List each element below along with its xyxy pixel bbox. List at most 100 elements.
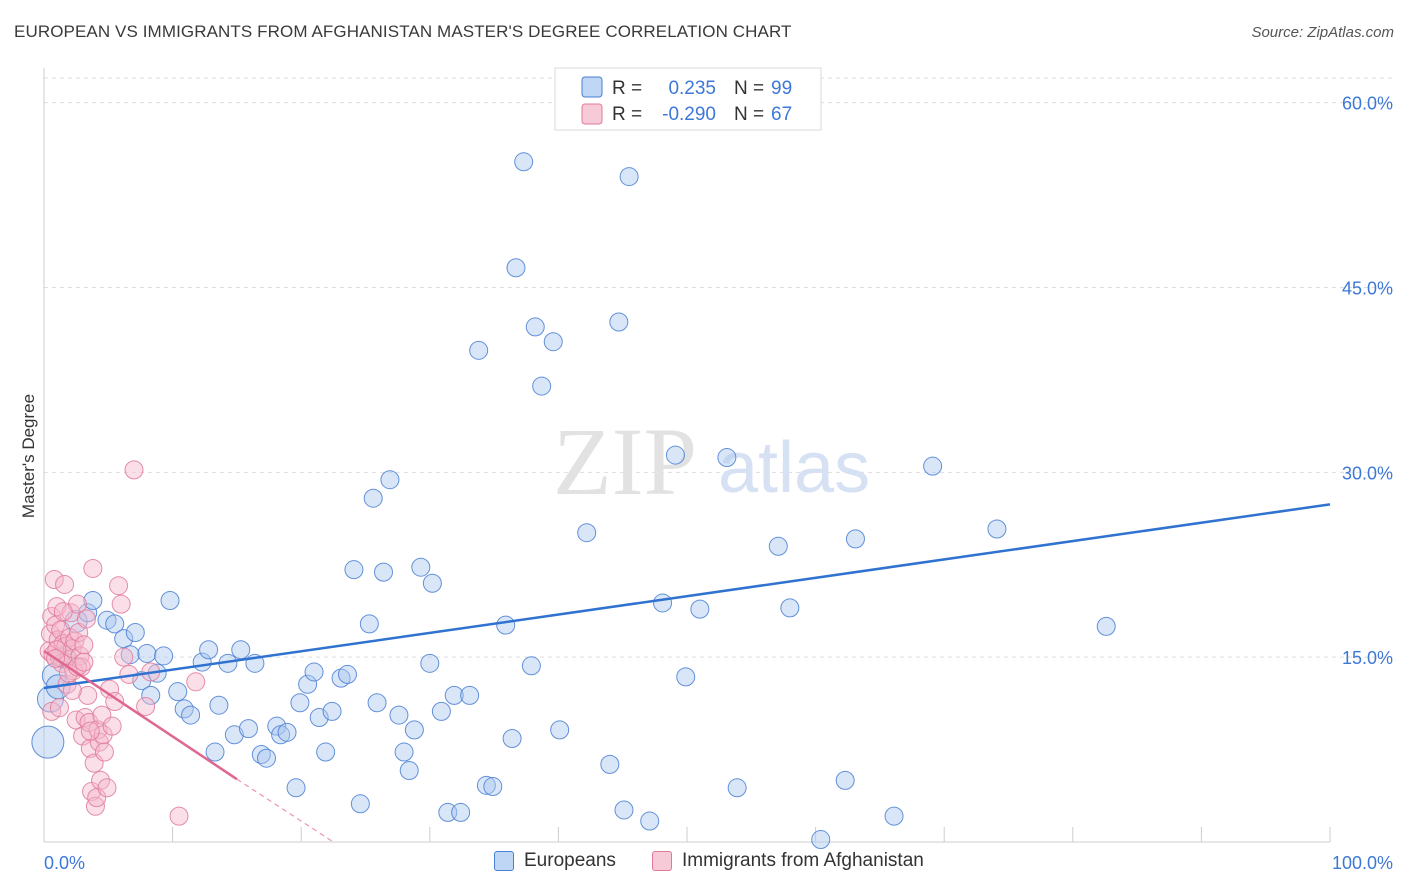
data-point[interactable] — [389, 705, 409, 725]
data-point[interactable] — [496, 615, 516, 635]
data-point[interactable] — [83, 590, 103, 610]
data-point[interactable] — [676, 667, 696, 687]
data-point[interactable] — [451, 802, 471, 822]
data-point[interactable] — [614, 800, 634, 820]
data-point[interactable] — [53, 602, 73, 622]
data-point[interactable] — [506, 258, 526, 278]
data-point[interactable] — [105, 614, 125, 634]
data-point[interactable] — [350, 794, 370, 814]
data-point[interactable] — [141, 685, 161, 705]
data-point[interactable] — [717, 448, 737, 468]
data-point[interactable] — [543, 332, 563, 352]
data-point[interactable] — [532, 376, 552, 396]
data-point[interactable] — [525, 317, 545, 337]
data-point[interactable] — [399, 761, 419, 781]
data-point[interactable] — [105, 692, 125, 712]
data-point[interactable] — [74, 635, 94, 655]
data-point[interactable] — [411, 557, 431, 577]
data-point[interactable] — [665, 445, 685, 465]
data-point[interactable] — [114, 647, 134, 667]
data-point[interactable] — [304, 662, 324, 682]
data-point[interactable] — [91, 770, 111, 790]
data-point[interactable] — [256, 748, 276, 768]
data-point[interactable] — [600, 754, 620, 774]
data-point[interactable] — [298, 674, 318, 694]
data-point[interactable] — [727, 778, 747, 798]
data-point[interactable] — [78, 685, 98, 705]
data-point[interactable] — [811, 830, 831, 850]
data-point[interactable] — [62, 639, 82, 659]
data-point[interactable] — [277, 722, 297, 742]
data-point[interactable] — [251, 745, 271, 765]
data-point[interactable] — [168, 682, 188, 702]
data-point[interactable] — [431, 701, 451, 721]
data-point[interactable] — [109, 576, 129, 596]
data-point[interactable] — [102, 716, 122, 736]
data-point[interactable] — [653, 593, 673, 613]
data-point[interactable] — [47, 597, 67, 617]
data-point[interactable] — [137, 643, 157, 663]
data-point[interactable] — [199, 640, 219, 660]
data-point[interactable] — [322, 701, 342, 721]
data-point[interactable] — [83, 558, 103, 578]
data-point[interactable] — [1096, 616, 1116, 636]
data-point[interactable] — [205, 742, 225, 762]
data-point[interactable] — [62, 680, 82, 700]
data-point[interactable] — [55, 574, 75, 594]
data-point[interactable] — [690, 599, 710, 619]
data-point[interactable] — [768, 536, 788, 556]
data-point[interactable] — [316, 742, 336, 762]
data-point[interactable] — [469, 340, 489, 360]
data-point[interactable] — [577, 523, 597, 543]
data-point[interactable] — [181, 705, 201, 725]
data-point[interactable] — [923, 456, 943, 476]
data-point[interactable] — [550, 720, 570, 740]
data-point[interactable] — [331, 668, 351, 688]
data-point[interactable] — [160, 590, 180, 610]
data-point[interactable] — [290, 693, 310, 713]
data-point[interactable] — [186, 672, 206, 692]
data-point[interactable] — [125, 623, 145, 643]
data-point[interactable] — [367, 693, 387, 713]
data-point[interactable] — [154, 646, 174, 666]
data-point[interactable] — [286, 778, 306, 798]
data-point[interactable] — [231, 640, 251, 660]
data-point[interactable] — [422, 573, 442, 593]
data-point[interactable] — [80, 721, 100, 741]
data-point[interactable] — [845, 529, 865, 549]
data-point[interactable] — [374, 562, 394, 582]
data-point[interactable] — [136, 696, 156, 716]
data-point[interactable] — [209, 695, 229, 715]
data-point[interactable] — [344, 560, 364, 580]
legend-item-europeans[interactable]: Europeans — [494, 850, 616, 872]
data-point[interactable] — [74, 652, 94, 672]
data-point[interactable] — [238, 719, 258, 739]
legend-item-afghanistan[interactable]: Immigrants from Afghanistan — [652, 850, 924, 872]
data-point[interactable] — [987, 519, 1007, 539]
data-point[interactable] — [640, 811, 660, 831]
data-point[interactable] — [460, 685, 480, 705]
data-point[interactable] — [44, 570, 64, 590]
data-point[interactable] — [380, 470, 400, 490]
data-point[interactable] — [124, 460, 144, 480]
data-point[interactable] — [444, 685, 464, 705]
data-point[interactable] — [420, 653, 440, 673]
data-point[interactable] — [394, 742, 414, 762]
data-point[interactable] — [31, 725, 65, 759]
data-point[interactable] — [514, 152, 534, 172]
data-point[interactable] — [835, 770, 855, 790]
data-point[interactable] — [404, 720, 424, 740]
data-point[interactable] — [337, 664, 357, 684]
data-point[interactable] — [609, 312, 629, 332]
data-point[interactable] — [521, 656, 541, 676]
data-point[interactable] — [76, 609, 96, 629]
data-point[interactable] — [49, 698, 69, 718]
data-point[interactable] — [94, 742, 114, 762]
data-point[interactable] — [476, 775, 496, 795]
data-point[interactable] — [224, 725, 244, 745]
data-point[interactable] — [884, 806, 904, 826]
data-point[interactable] — [363, 488, 383, 508]
data-point[interactable] — [111, 594, 131, 614]
data-point[interactable] — [502, 728, 522, 748]
data-point[interactable] — [359, 614, 379, 634]
